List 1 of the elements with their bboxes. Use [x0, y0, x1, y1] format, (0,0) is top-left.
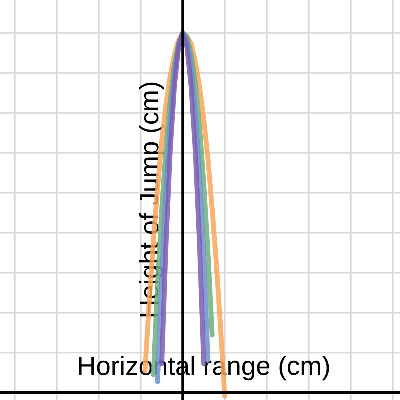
y-axis-title: Height of Jump (cm): [139, 82, 164, 317]
